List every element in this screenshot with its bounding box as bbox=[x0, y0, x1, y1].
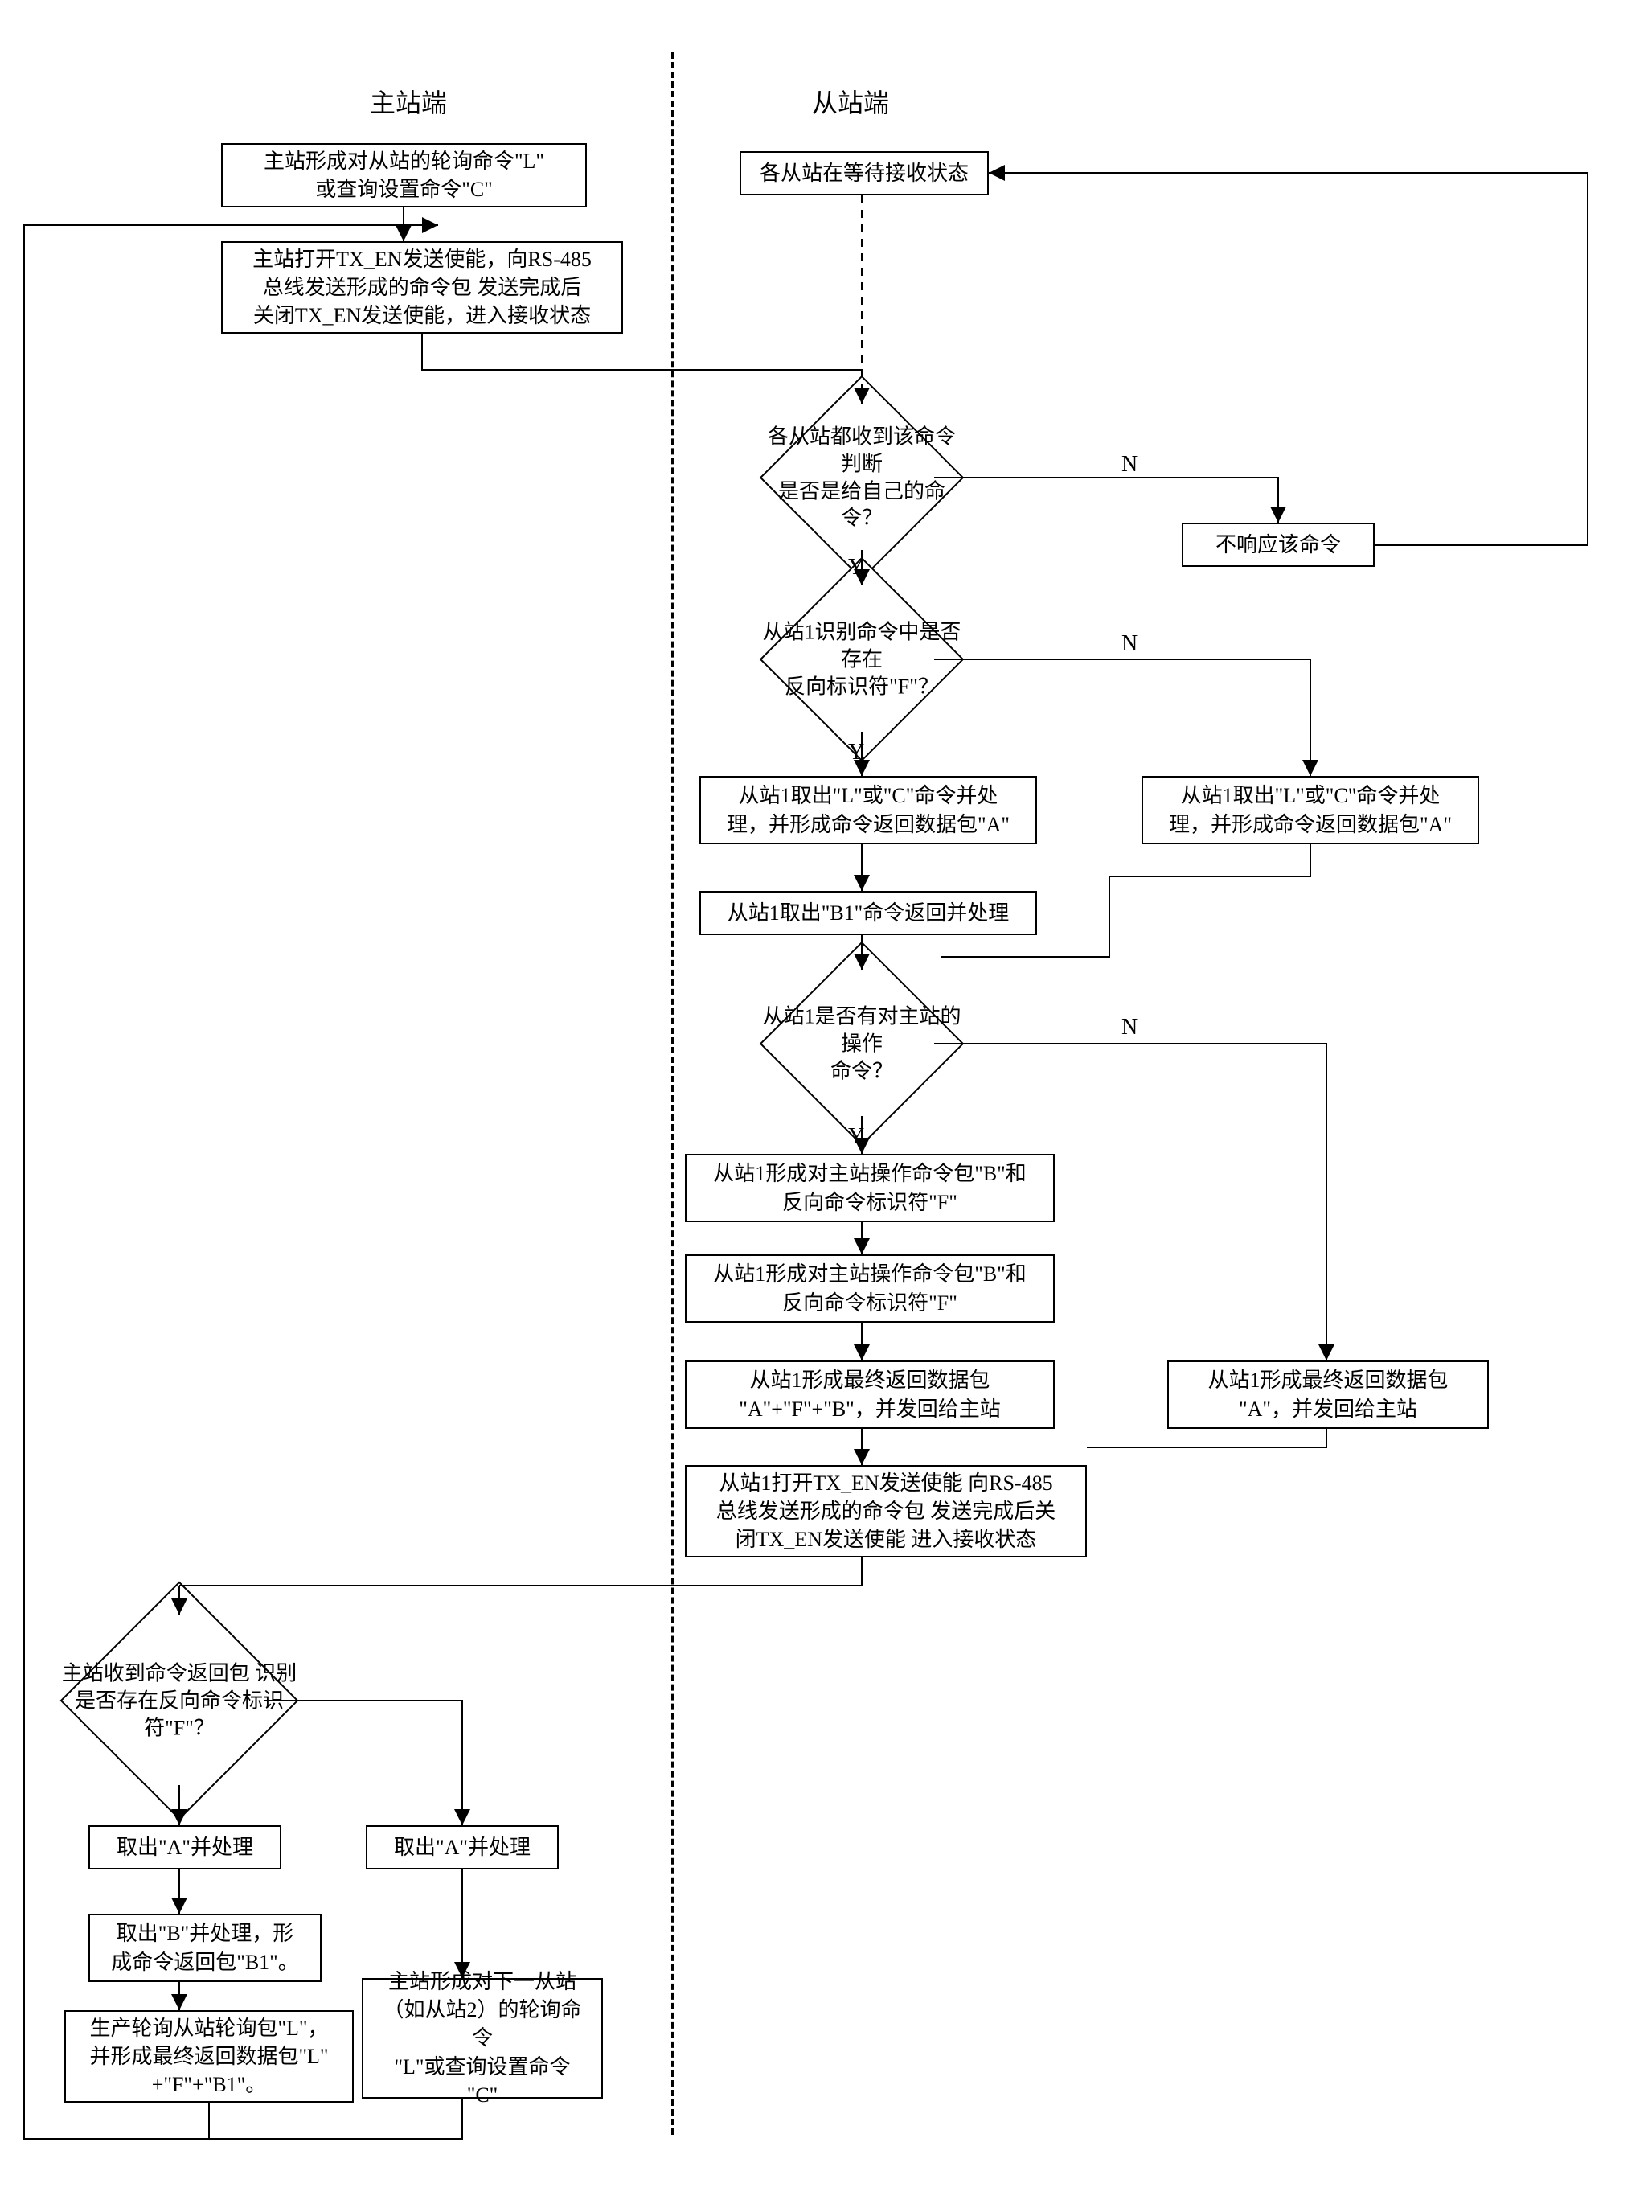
master-form-next: 主站形成对下一从站 （如从站2）的轮询命令 "L"或查询设置命令 "C" bbox=[362, 1978, 603, 2099]
slave-ignore: 不响应该命令 bbox=[1182, 523, 1375, 567]
slave-final-n: 从站1形成最终返回数据包 "A"，并发回给主站 bbox=[1167, 1360, 1489, 1429]
slave-decision-self: 各从站都收到该命令 判断 是否是给自己的命令？ bbox=[789, 405, 934, 550]
slave-extract-b1: 从站1取出"B1"命令返回并处理 bbox=[699, 891, 1037, 935]
label-n3: N bbox=[1121, 1015, 1138, 1040]
header-master: 主站端 bbox=[370, 83, 447, 120]
header-slave: 从站端 bbox=[812, 83, 889, 120]
master-extract-b: 取出"B"并处理，形 成命令返回包"B1"。 bbox=[88, 1914, 322, 1982]
label-y2: Y bbox=[848, 740, 864, 765]
master-form-cmd: 主站形成对从站的轮询命令"L" 或查询设置命令"C" bbox=[221, 143, 587, 207]
slave-form-b-2: 从站1形成对主站操作命令包"B"和 反向命令标识符"F" bbox=[685, 1254, 1055, 1323]
slave-form-b-1: 从站1形成对主站操作命令包"B"和 反向命令标识符"F" bbox=[685, 1154, 1055, 1222]
label-y1: Y bbox=[848, 555, 864, 581]
center-divider bbox=[671, 52, 674, 2135]
label-n2: N bbox=[1121, 631, 1138, 657]
slave-extract-cmd-y: 从站1取出"L"或"C"命令并处 理，并形成命令返回数据包"A" bbox=[699, 776, 1037, 844]
master-send-cmd: 主站打开TX_EN发送使能，向RS-485 总线发送形成的命令包 发送完成后 关… bbox=[221, 241, 623, 334]
master-form-final: 生产轮询从站轮询包"L"， 并形成最终返回数据包"L" +"F"+"B1"。 bbox=[64, 2010, 354, 2103]
slave-wait: 各从站在等待接收状态 bbox=[740, 151, 989, 195]
label-n1: N bbox=[1121, 452, 1138, 478]
master-decision-f: 主站收到命令返回包 识别 是否存在反向命令标识 符"F"？ bbox=[95, 1616, 264, 1785]
slave-send: 从站1打开TX_EN发送使能 向RS-485 总线发送形成的命令包 发送完成后关… bbox=[685, 1465, 1087, 1557]
label-y3: Y bbox=[848, 1124, 864, 1150]
master-extract-a-n: 取出"A"并处理 bbox=[366, 1825, 559, 1869]
slave-final-y: 从站1形成最终返回数据包 "A"+"F"+"B"，并发回给主站 bbox=[685, 1360, 1055, 1429]
slave-decision-op: 从站1是否有对主站的操作 命令？ bbox=[789, 971, 934, 1116]
slave-extract-cmd-n: 从站1取出"L"或"C"命令并处 理，并形成命令返回数据包"A" bbox=[1142, 776, 1479, 844]
slave-decision-f: 从站1识别命令中是否存在 反向标识符"F"？ bbox=[789, 587, 934, 732]
master-extract-a-y: 取出"A"并处理 bbox=[88, 1825, 281, 1869]
